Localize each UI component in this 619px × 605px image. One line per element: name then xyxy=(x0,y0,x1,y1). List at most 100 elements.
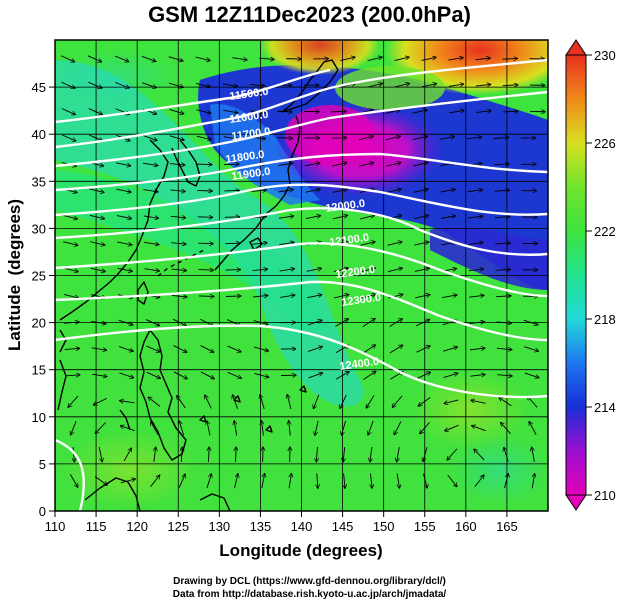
wind-arrow xyxy=(333,268,349,273)
x-tick-label: 155 xyxy=(414,519,436,534)
wind-arrow xyxy=(385,110,401,114)
wind-arrow xyxy=(363,371,376,380)
wind-arrow xyxy=(94,476,107,485)
wind-arrow xyxy=(249,84,265,86)
wind-arrow xyxy=(200,345,214,353)
wind-arrow xyxy=(170,190,185,192)
wind-arrow xyxy=(259,58,274,59)
wind-arrow xyxy=(389,319,403,327)
wind-arrow xyxy=(341,420,347,435)
wind-arrow xyxy=(420,422,430,433)
wind-arrow xyxy=(171,295,187,296)
wind-arrow xyxy=(207,421,211,436)
wind-arrow xyxy=(469,322,485,324)
contour-label-12400.0: 12400.0 xyxy=(339,356,380,373)
wind-arrow xyxy=(448,84,464,87)
wind-arrow xyxy=(468,243,483,245)
x-tick-label: 140 xyxy=(291,519,313,534)
wind-arrow xyxy=(331,138,347,139)
wind-arrow xyxy=(225,243,240,244)
wind-arrow xyxy=(123,448,132,462)
wind-arrow xyxy=(278,190,294,192)
wind-arrow xyxy=(445,424,459,431)
wind-arrow xyxy=(68,395,79,407)
wind-arrow xyxy=(358,136,374,141)
wind-arrow xyxy=(115,81,129,88)
y-tick-label: 5 xyxy=(39,457,46,472)
wind-arrow xyxy=(386,189,402,193)
colorbar-bottom-cap xyxy=(565,494,587,511)
credit-data: Data from http://database.rish.kyoto-u.a… xyxy=(172,589,447,600)
y-tick-label: 10 xyxy=(32,410,46,425)
credit-drawing: Drawing by DCL (https://www.gfd-dennou.o… xyxy=(173,576,446,587)
wind-arrow xyxy=(315,420,319,436)
contour-label-11800.0: 11800.0 xyxy=(225,149,265,166)
wind-arrow xyxy=(449,110,464,114)
wind-arrow xyxy=(279,242,294,244)
wind-arrow xyxy=(171,269,187,270)
wind-arrow xyxy=(91,321,106,323)
contour-label-12300.0: 12300.0 xyxy=(341,292,382,309)
wind-arrow xyxy=(532,473,534,489)
y-tick-label: 0 xyxy=(39,504,46,519)
wind-arrow xyxy=(143,216,159,218)
wind-arrow xyxy=(469,348,485,350)
wind-arrow xyxy=(495,269,511,270)
wind-arrow xyxy=(308,347,322,352)
wind-arrow xyxy=(443,347,457,352)
wind-arrow xyxy=(141,55,156,61)
wind-arrow xyxy=(467,216,483,218)
wind-arrow xyxy=(234,421,238,436)
y-tick-label: 15 xyxy=(32,363,46,378)
wind-arrow xyxy=(502,58,517,59)
wind-arrow xyxy=(120,479,135,484)
coastlines xyxy=(57,59,339,511)
wind-arrow xyxy=(118,346,133,352)
wind-arrow xyxy=(150,475,160,488)
colorbar-top-cap xyxy=(565,39,587,56)
wind-arrow xyxy=(261,421,263,436)
wind-arrow xyxy=(307,295,322,299)
wind-arrow xyxy=(63,267,79,272)
wind-arrow xyxy=(169,135,184,140)
wind-arrow xyxy=(343,446,345,462)
wind-arrow xyxy=(196,135,212,139)
wind-arrow xyxy=(439,137,455,140)
wind-arrow xyxy=(308,373,323,379)
x-tick-label: 160 xyxy=(455,519,477,534)
wind-arrow xyxy=(252,295,268,297)
wind-arrow xyxy=(71,420,77,435)
wind-arrow xyxy=(119,372,133,378)
wind-arrow xyxy=(279,269,295,271)
wind-arrow xyxy=(142,134,157,140)
wind-arrow xyxy=(440,216,456,219)
wind-arrow xyxy=(532,447,535,462)
wind-arrow xyxy=(332,215,348,220)
wind-arrow xyxy=(316,446,317,462)
wind-arrow xyxy=(60,55,75,62)
x-axis-label: Longitude (degrees) xyxy=(219,541,382,560)
wind-arrow xyxy=(142,82,156,88)
wind-arrow xyxy=(394,83,410,88)
wind-arrow xyxy=(474,475,484,488)
wind-arrow xyxy=(474,449,485,461)
x-axis: 110 115 120 125 130 135 140 145 150 155 160 165 xyxy=(45,511,518,534)
wind-arrow xyxy=(91,348,107,350)
wind-arrow xyxy=(289,473,291,489)
y-axis-label: Latitude (degrees) xyxy=(5,199,24,351)
wind-arrow xyxy=(146,345,160,352)
wind-arrow xyxy=(261,473,265,489)
wind-arrow xyxy=(414,268,430,272)
wind-arrow xyxy=(334,294,349,299)
wind-arrow xyxy=(61,81,75,88)
wind-arrow xyxy=(170,216,186,218)
wind-arrow xyxy=(116,215,132,219)
chart-title: GSM 12Z11Dec2023 (200.0hPa) xyxy=(148,2,471,27)
wind-arrow xyxy=(144,269,160,271)
wind-arrow xyxy=(313,394,320,409)
wind-arrow xyxy=(305,163,320,167)
wind-arrow xyxy=(65,375,80,376)
wind-arrow xyxy=(146,371,161,378)
wind-arrow xyxy=(529,421,537,435)
wind-arrow xyxy=(501,422,511,435)
